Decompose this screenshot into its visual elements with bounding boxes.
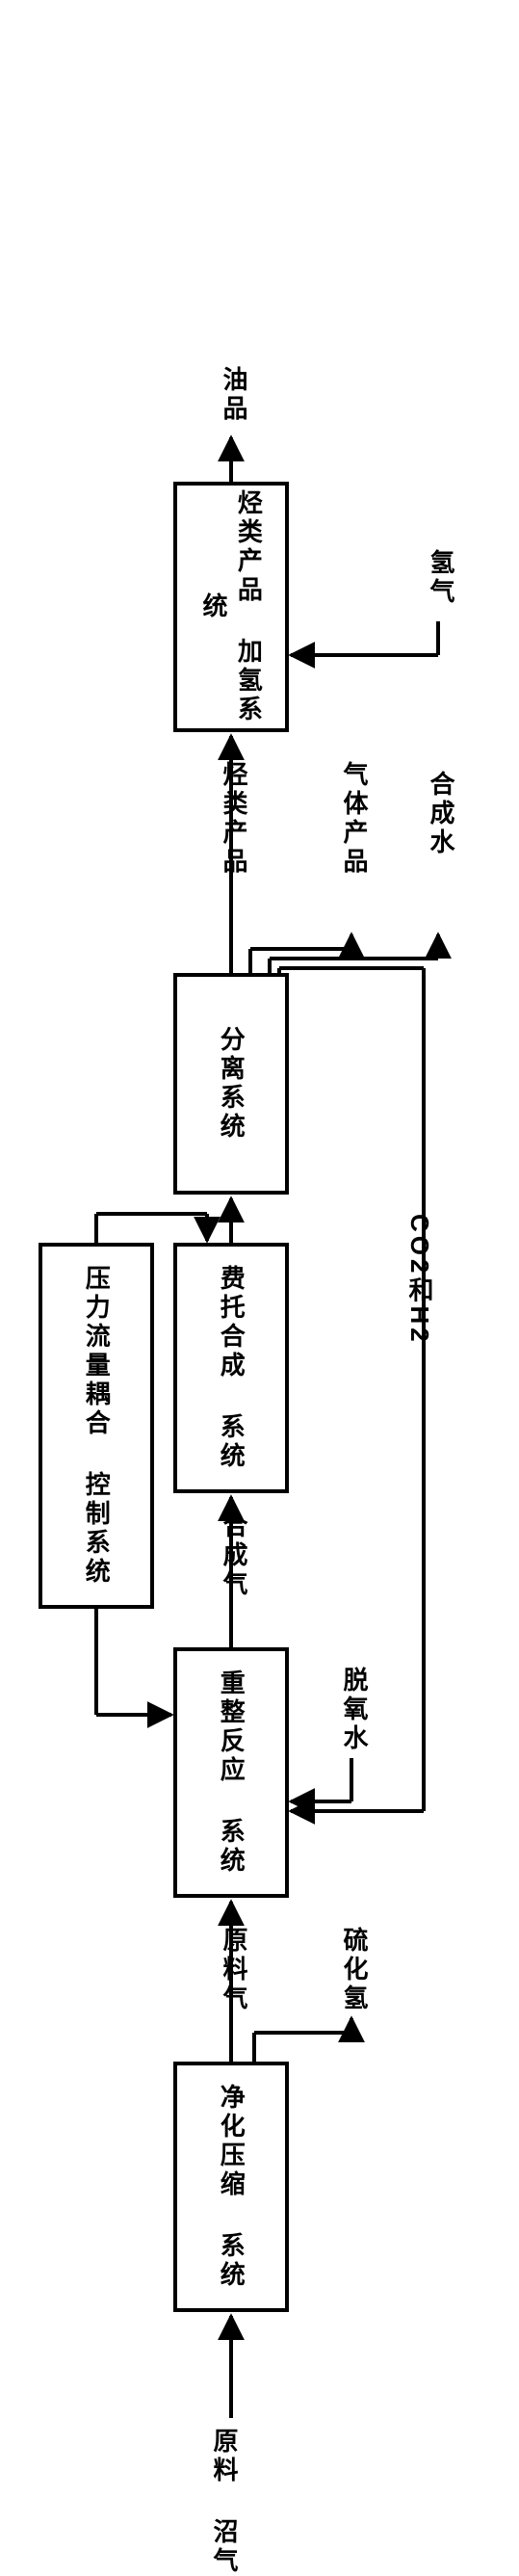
label-oil: 油品 — [217, 366, 252, 424]
label-h2s: 硫化氢 — [337, 1927, 373, 2013]
label-deox: 脱氧水 — [337, 1667, 373, 1753]
label-hcprod: 烃类产品 — [217, 761, 252, 877]
node-hydro: 烃类产品 加氢系统 — [173, 482, 289, 732]
label-co2h2: CO2和H2 — [402, 1214, 438, 1346]
node-reform-label: 重整反应 系统 — [214, 1669, 248, 1876]
label-h2: 氢气 — [424, 549, 459, 607]
node-control-label: 压力流量耦合 控制系统 — [79, 1265, 114, 1587]
label-feed: 原料 沼气 — [207, 2428, 243, 2576]
node-purify-label: 净化压缩 系统 — [214, 2084, 248, 2290]
node-control: 压力流量耦合 控制系统 — [39, 1243, 154, 1609]
label-gasprod: 气体产品 — [337, 761, 373, 877]
node-hydro-label: 烃类产品 加氢系统 — [196, 486, 267, 728]
node-reform: 重整反应 系统 — [173, 1647, 289, 1898]
node-ft: 费托合成 系统 — [173, 1243, 289, 1493]
label-syngas: 合成气 — [217, 1512, 252, 1599]
node-ft-label: 费托合成 系统 — [214, 1265, 248, 1471]
node-sep: 分离系统 — [173, 973, 289, 1195]
label-rawgas: 原料气 — [217, 1927, 252, 2013]
label-synwater: 合成水 — [424, 771, 459, 857]
node-purify: 净化压缩 系统 — [173, 2062, 289, 2312]
node-sep-label: 分离系统 — [214, 1026, 248, 1142]
